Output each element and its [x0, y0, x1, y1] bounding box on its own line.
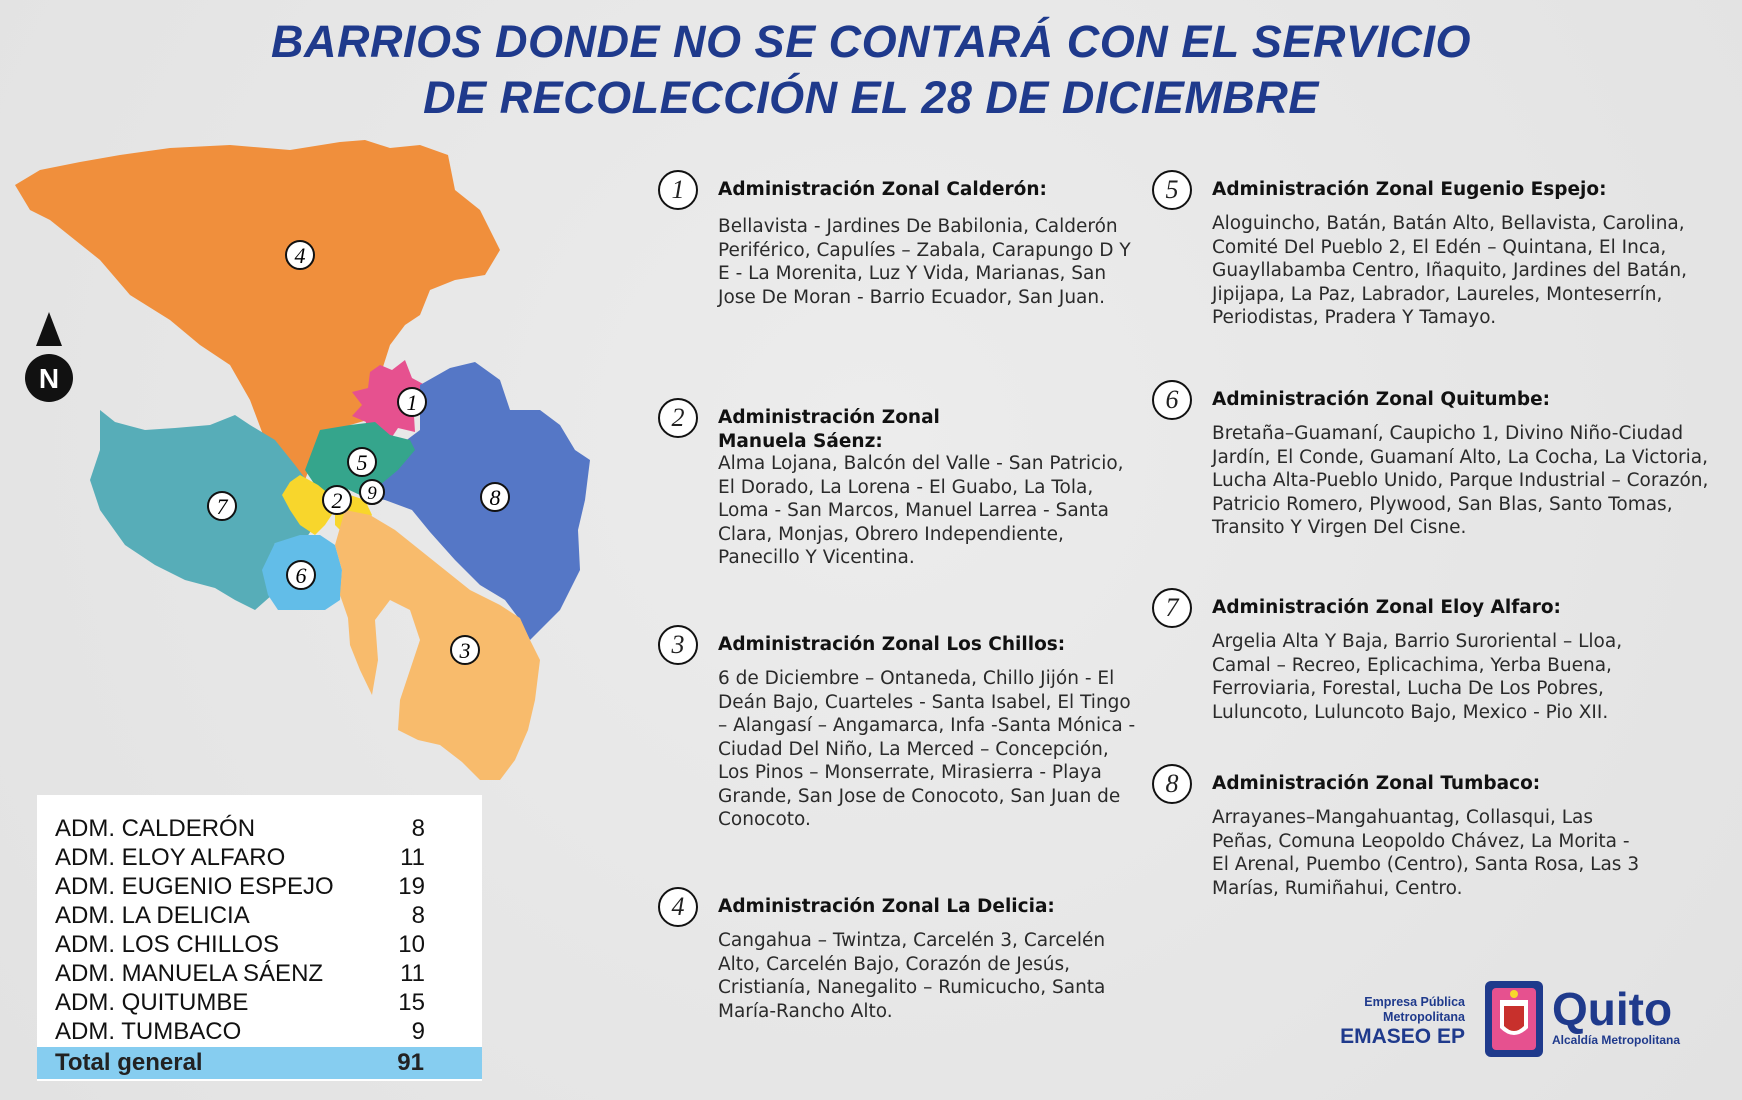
- zone-text: Bellavista - Jardines De Babilonia, Cald…: [718, 216, 1131, 308]
- map-label-9: 9: [367, 483, 377, 504]
- row-label: ADM. CALDERÓN: [55, 815, 256, 842]
- zone-number: 1: [658, 170, 698, 210]
- row-label: ADM. LA DELICIA: [55, 902, 250, 929]
- quito-logo: Quito Alcaldía Metropolitana: [1552, 985, 1712, 1047]
- zone-number: 4: [658, 887, 698, 927]
- zone-title: Administración Zonal Eloy Alfaro:: [1212, 597, 1561, 618]
- zone-number: 7: [1152, 588, 1192, 628]
- zone-text: Aloguincho, Batán, Batán Alto, Bellavist…: [1212, 213, 1687, 328]
- map-zone-3: [335, 510, 540, 780]
- zone-number: 2: [658, 398, 698, 438]
- table-row: ADM. LOS CHILLOS 10: [55, 931, 465, 959]
- row-value: 10: [398, 931, 425, 958]
- total-value: 91: [397, 1049, 424, 1076]
- table-row: ADM. MANUELA SÁENZ 11: [55, 960, 465, 988]
- map-label-6: 6: [296, 563, 307, 588]
- row-label: ADM. QUITUMBE: [55, 989, 249, 1016]
- quito-subtitle: Alcaldía Metropolitana: [1552, 1033, 1681, 1047]
- map-label-8: 8: [490, 485, 501, 510]
- map-label-5: 5: [357, 450, 368, 475]
- zone-title: Administración Zonal Manuela Sáenz:: [718, 407, 940, 452]
- map-zone-1: [352, 360, 428, 440]
- zone-title: Administración Zonal Tumbaco:: [1212, 773, 1541, 794]
- table-row: ADM. LA DELICIA 8: [55, 902, 465, 930]
- zone-text: Argelia Alta Y Baja, Barrio Suroriental …: [1212, 631, 1623, 723]
- row-label: ADM. ELOY ALFARO: [55, 844, 286, 871]
- map-label-3: 3: [459, 638, 471, 663]
- map-zone-2: [282, 475, 335, 535]
- zones-map: 4 1 5 9 2 7 8 6 3: [15, 140, 590, 780]
- zone-number: 3: [658, 625, 698, 665]
- row-label: ADM. TUMBACO: [55, 1018, 242, 1045]
- emaseo-line-1: Empresa Pública: [1364, 995, 1465, 1009]
- zone-title: Administración Zonal La Delicia:: [718, 896, 1055, 917]
- quito-crest-icon: [1485, 981, 1543, 1057]
- map-label-1: 1: [407, 390, 418, 415]
- zone-text: Alma Lojana, Balcón del Valle - San Patr…: [718, 453, 1124, 568]
- zone-title: Administración Zonal Los Chillos:: [718, 634, 1066, 655]
- row-value: 11: [400, 960, 425, 987]
- row-value: 11: [400, 844, 425, 871]
- summary-table: ADM. CALDERÓN 8 ADM. ELOY ALFARO 11 ADM. E…: [37, 795, 482, 1081]
- emaseo-logo: Empresa Pública Metropolitana EMASEO EP: [1330, 995, 1465, 1049]
- page-title: BARRIOS DONDE NO SE CONTARÁ CON EL SERVI…: [0, 14, 1742, 126]
- row-label: ADM. EUGENIO ESPEJO: [55, 873, 334, 900]
- map-zone-8: [360, 362, 590, 640]
- zone-text: Cangahua – Twintza, Carcelén 3, Carcelén…: [718, 930, 1106, 1022]
- row-label: ADM. LOS CHILLOS: [55, 931, 280, 958]
- zone-number: 6: [1152, 380, 1192, 420]
- table-row: ADM. TUMBACO 9: [55, 1018, 465, 1046]
- map-zone-7: [90, 410, 320, 610]
- compass-label: N: [39, 363, 59, 394]
- zone-number: 5: [1152, 170, 1192, 210]
- row-value: 15: [398, 989, 425, 1016]
- row-value: 8: [411, 902, 425, 929]
- table-total-row: Total general 91: [37, 1047, 482, 1079]
- zone-number: 8: [1152, 764, 1192, 804]
- zone-title: Administración Zonal Calderón:: [718, 179, 1047, 200]
- map-label-7: 7: [217, 494, 229, 519]
- map-label-2: 2: [332, 488, 343, 513]
- zone-text: Arrayanes–Mangahuantag, Collasqui, Las P…: [1212, 807, 1640, 899]
- zone-text: 6 de Diciembre – Ontaneda, Chillo Jijón …: [718, 668, 1136, 830]
- zone-title: Administración Zonal Eugenio Espejo:: [1212, 179, 1607, 200]
- north-arrow-icon: N: [25, 312, 73, 402]
- total-label: Total general: [55, 1049, 203, 1076]
- table-row: ADM. CALDERÓN 8: [55, 815, 465, 843]
- emaseo-line-2: Metropolitana: [1383, 1010, 1465, 1024]
- title-line-1: BARRIOS DONDE NO SE CONTARÁ CON EL SERVI…: [271, 16, 1471, 67]
- emaseo-name: EMASEO EP: [1340, 1025, 1465, 1048]
- row-value: 9: [411, 1018, 425, 1045]
- row-label: ADM. MANUELA SÁENZ: [55, 960, 324, 987]
- map-label-4: 4: [295, 243, 306, 268]
- table-row: ADM. ELOY ALFARO 11: [55, 844, 465, 872]
- table-row: ADM. QUITUMBE 15: [55, 989, 465, 1017]
- zone-text: Bretaña–Guamaní, Caupicho 1, Divino Niño…: [1212, 423, 1709, 538]
- row-value: 19: [398, 873, 425, 900]
- row-value: 8: [411, 815, 425, 842]
- zone-title: Administración Zonal Quitumbe:: [1212, 389, 1551, 410]
- title-line-2: DE RECOLECCIÓN EL 28 DE DICIEMBRE: [423, 72, 1319, 123]
- table-row: ADM. EUGENIO ESPEJO 19: [55, 873, 465, 901]
- quito-name: Quito: [1552, 983, 1673, 1035]
